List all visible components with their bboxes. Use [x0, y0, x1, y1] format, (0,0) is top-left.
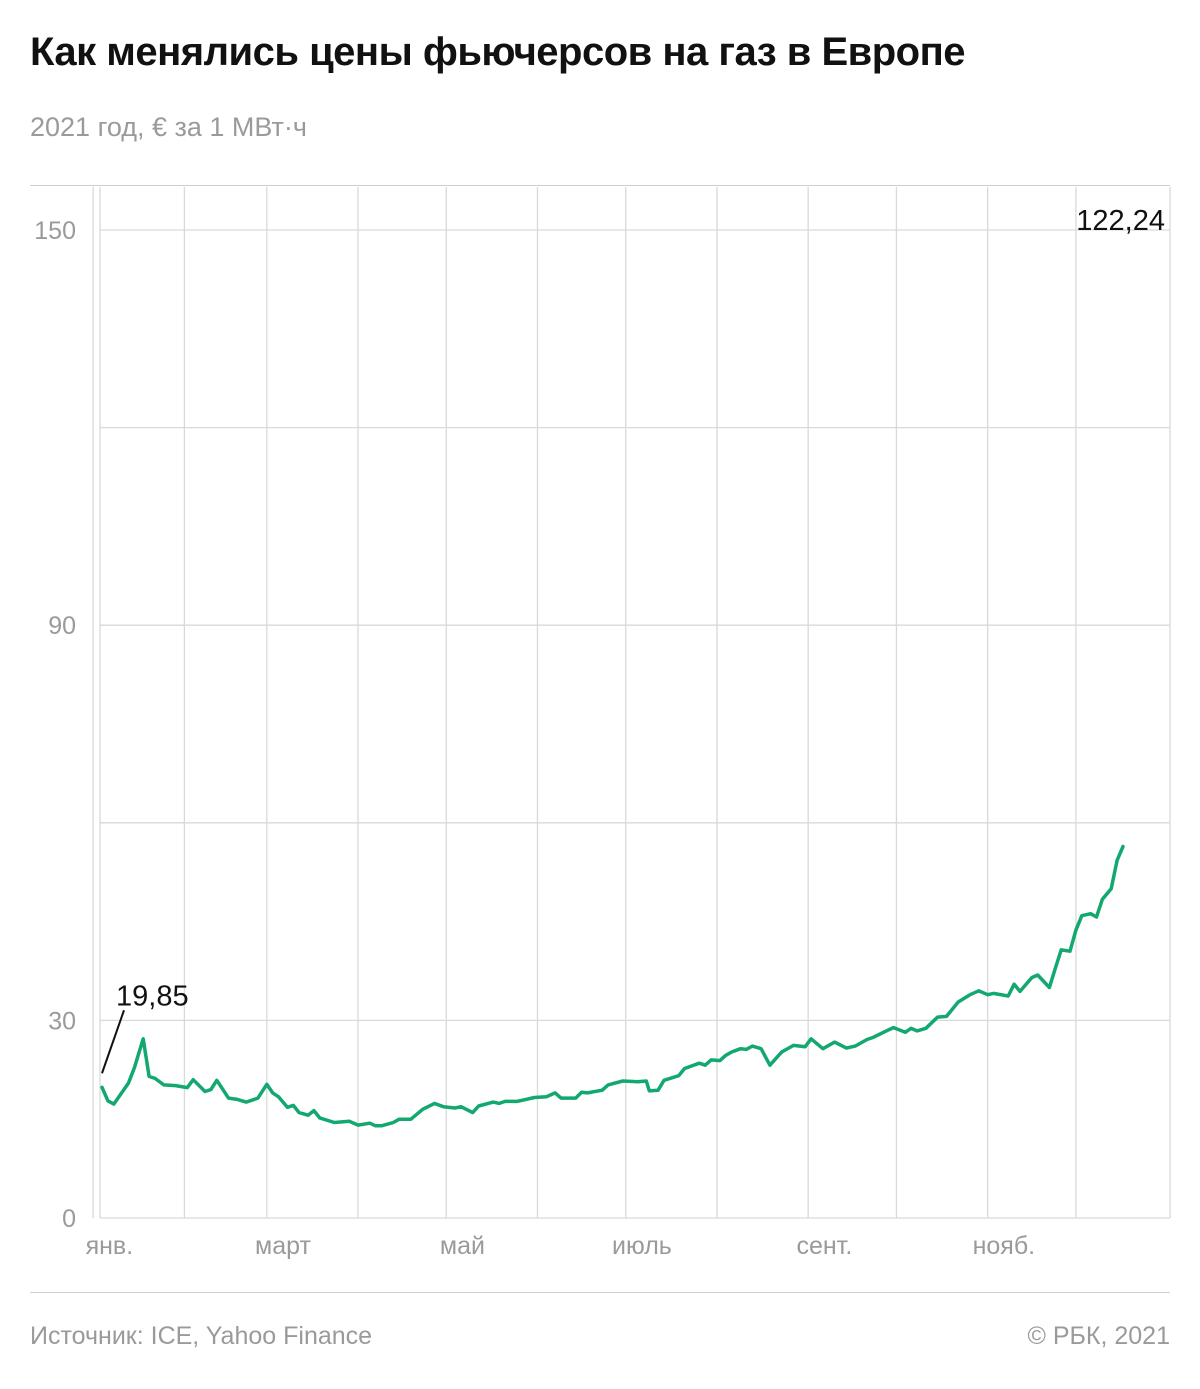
annotations: 19,85 122,24: [101, 205, 1165, 1074]
y-tick-label: 30: [48, 1007, 76, 1035]
x-tick-label: сент.: [796, 1232, 852, 1260]
y-tick-label: 150: [34, 217, 76, 245]
source-note: Источник: ICE, Yahoo Finance: [30, 1322, 373, 1350]
y-tick-label: 0: [62, 1205, 76, 1233]
x-tick-label: нояб.: [973, 1232, 1036, 1260]
axes: 0 30 90 150 янв. март май июль сент. нояб.: [34, 217, 1035, 1260]
series-layer: [100, 844, 1125, 1128]
end-value-label: 122,24: [1076, 205, 1165, 237]
x-tick-label: май: [440, 1232, 485, 1260]
x-tick-label: июль: [612, 1232, 672, 1260]
top-divider: [30, 185, 1170, 186]
x-tick-label: янв.: [86, 1232, 134, 1260]
y-tick-label: 90: [48, 612, 76, 640]
grid: [92, 187, 1171, 1219]
start-value-label: 19,85: [116, 980, 189, 1012]
copyright-note: © РБК, 2021: [1027, 1322, 1170, 1350]
x-tick-label: март: [255, 1232, 311, 1260]
series-line: [100, 844, 1125, 1128]
chart-title: Как менялись цены фьючерсов на газ в Евр…: [30, 30, 966, 74]
bottom-divider: [30, 1292, 1170, 1293]
start-annotation-leader: [101, 1009, 125, 1074]
chart-subtitle: 2021 год, € за 1 МВт·ч: [30, 112, 307, 142]
